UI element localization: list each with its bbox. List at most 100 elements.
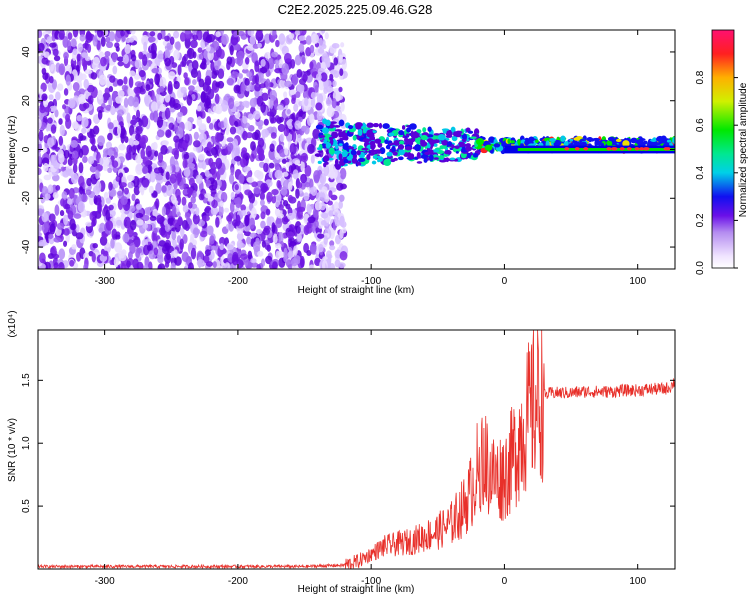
spectrogram-cell bbox=[201, 161, 207, 170]
spectrogram-cell bbox=[308, 264, 315, 269]
spectrogram-cell bbox=[96, 30, 103, 38]
spectrogram-cell bbox=[43, 51, 50, 58]
spectrogram-cell bbox=[284, 80, 293, 88]
spectrogram-cell bbox=[78, 132, 84, 142]
spectrogram-cell bbox=[333, 201, 339, 212]
spectrogram-cell bbox=[246, 44, 255, 51]
spectrogram-cell bbox=[183, 167, 191, 178]
spectrogram-cell bbox=[333, 212, 339, 225]
spectrogram-cell bbox=[261, 92, 269, 102]
spectrogram-cell bbox=[293, 103, 299, 112]
spectrogram-cell bbox=[38, 231, 42, 237]
spectrogram-cell bbox=[110, 238, 115, 249]
spectrogram-cell bbox=[52, 253, 60, 260]
spectrogram-cell bbox=[409, 123, 417, 130]
spectrogram-cell bbox=[319, 134, 326, 138]
spectrogram-cell bbox=[307, 205, 312, 215]
spectrogram-cell bbox=[98, 74, 107, 86]
spectrogram-cell bbox=[257, 250, 264, 257]
spectrogram-cell bbox=[145, 84, 151, 91]
spectrogram-cell bbox=[202, 31, 210, 43]
spectrogram-cell bbox=[77, 201, 85, 213]
spectrogram-cell bbox=[315, 73, 322, 81]
spectrogram-cell bbox=[404, 146, 413, 151]
spectrogram-cell bbox=[235, 214, 241, 227]
spectrogram-cell bbox=[182, 204, 189, 213]
spectrogram-cell bbox=[317, 150, 323, 153]
spectrogram-cell bbox=[237, 30, 245, 37]
spectrogram-cell bbox=[441, 139, 449, 146]
spectrogram-cell bbox=[328, 128, 336, 132]
spectrogram-cell bbox=[193, 140, 201, 148]
spectrogram-cell bbox=[210, 70, 218, 79]
spectrogram-cell bbox=[281, 158, 287, 164]
spectrogram-cell bbox=[48, 75, 54, 84]
spectrogram-cell bbox=[70, 139, 78, 148]
spectrogram-cell bbox=[306, 250, 312, 257]
spectrogram-cell bbox=[115, 46, 120, 52]
spectrogram-cell bbox=[161, 161, 167, 170]
spectrogram-cell bbox=[454, 145, 460, 150]
spectrogram-cell bbox=[86, 84, 95, 93]
spectrogram-cell bbox=[133, 236, 141, 248]
spectrogram-cell bbox=[147, 36, 156, 43]
spectrogram-cell bbox=[136, 219, 144, 226]
spectrogram-cell bbox=[174, 120, 179, 133]
spectrogram-cell bbox=[241, 147, 248, 154]
spectrogram-cell bbox=[305, 47, 312, 57]
spectrogram-cell bbox=[302, 73, 308, 83]
spectrogram-cell bbox=[149, 215, 157, 222]
spectrogram-cell bbox=[338, 143, 343, 146]
spectrogram-cell bbox=[116, 56, 124, 62]
spectrogram-cell bbox=[594, 139, 599, 147]
spectrogram-cell bbox=[592, 137, 601, 142]
spectrogram-cell bbox=[169, 173, 177, 184]
spectrogram-cell bbox=[205, 179, 211, 187]
spectrogram-cell bbox=[164, 223, 171, 232]
spectrogram-cell bbox=[85, 221, 93, 227]
spectrogram-cell bbox=[283, 52, 292, 63]
spectrogram-cell bbox=[184, 223, 190, 232]
colorbar-tick-label: 0.2 bbox=[695, 213, 706, 227]
spectrogram-cell bbox=[242, 100, 250, 107]
spectrogram-cell bbox=[321, 30, 326, 34]
spectrogram-cell bbox=[38, 30, 43, 39]
spectrogram-cell bbox=[199, 123, 207, 131]
spectrogram-cell bbox=[265, 78, 271, 90]
spectrogram-cell bbox=[329, 245, 336, 251]
spectrogram-cell bbox=[111, 52, 118, 63]
spectrogram-cell bbox=[44, 106, 52, 113]
spectrogram-cell bbox=[241, 209, 247, 216]
spectrogram-cell bbox=[68, 187, 75, 199]
spectrogram-cell bbox=[81, 194, 88, 203]
spectrogram-cell bbox=[283, 97, 290, 106]
spectrogram-cell bbox=[295, 91, 301, 98]
figure-title: C2E2.2025.225.09.46.G28 bbox=[278, 2, 433, 17]
spectrogram-cell bbox=[469, 136, 477, 140]
spectrogram-cell bbox=[242, 130, 248, 141]
spectrogram-cell bbox=[121, 84, 128, 91]
spectrogram-cell bbox=[560, 135, 566, 142]
spectrogram-cell bbox=[130, 54, 137, 62]
spectrogram-cell bbox=[130, 119, 138, 126]
spectrogram-cell bbox=[463, 143, 469, 147]
spectrogram-cell bbox=[205, 97, 211, 107]
spectrogram-cell bbox=[275, 219, 282, 225]
spectrogram-cell bbox=[398, 149, 405, 156]
spectrogram-cell bbox=[90, 145, 97, 152]
spectrogram-cell bbox=[276, 104, 284, 111]
spectrogram-cell bbox=[180, 61, 185, 68]
spectrogram-cell bbox=[392, 151, 398, 156]
spectrogram-cell bbox=[165, 184, 174, 197]
snr-multiplier: (x10⁴) bbox=[7, 310, 18, 337]
spectrogram-cell bbox=[48, 94, 54, 101]
spectrogram-cell bbox=[261, 128, 270, 138]
spectrogram-cell bbox=[198, 78, 205, 88]
spectrogram-cell bbox=[248, 113, 254, 120]
spectrogram-cell bbox=[148, 185, 154, 194]
spectrogram-cell bbox=[223, 207, 230, 213]
spectrogram-cell bbox=[38, 224, 43, 232]
spectrogram-cell bbox=[239, 157, 247, 168]
spectrogram-cell bbox=[672, 136, 675, 144]
spectrogram-cell bbox=[152, 208, 159, 218]
